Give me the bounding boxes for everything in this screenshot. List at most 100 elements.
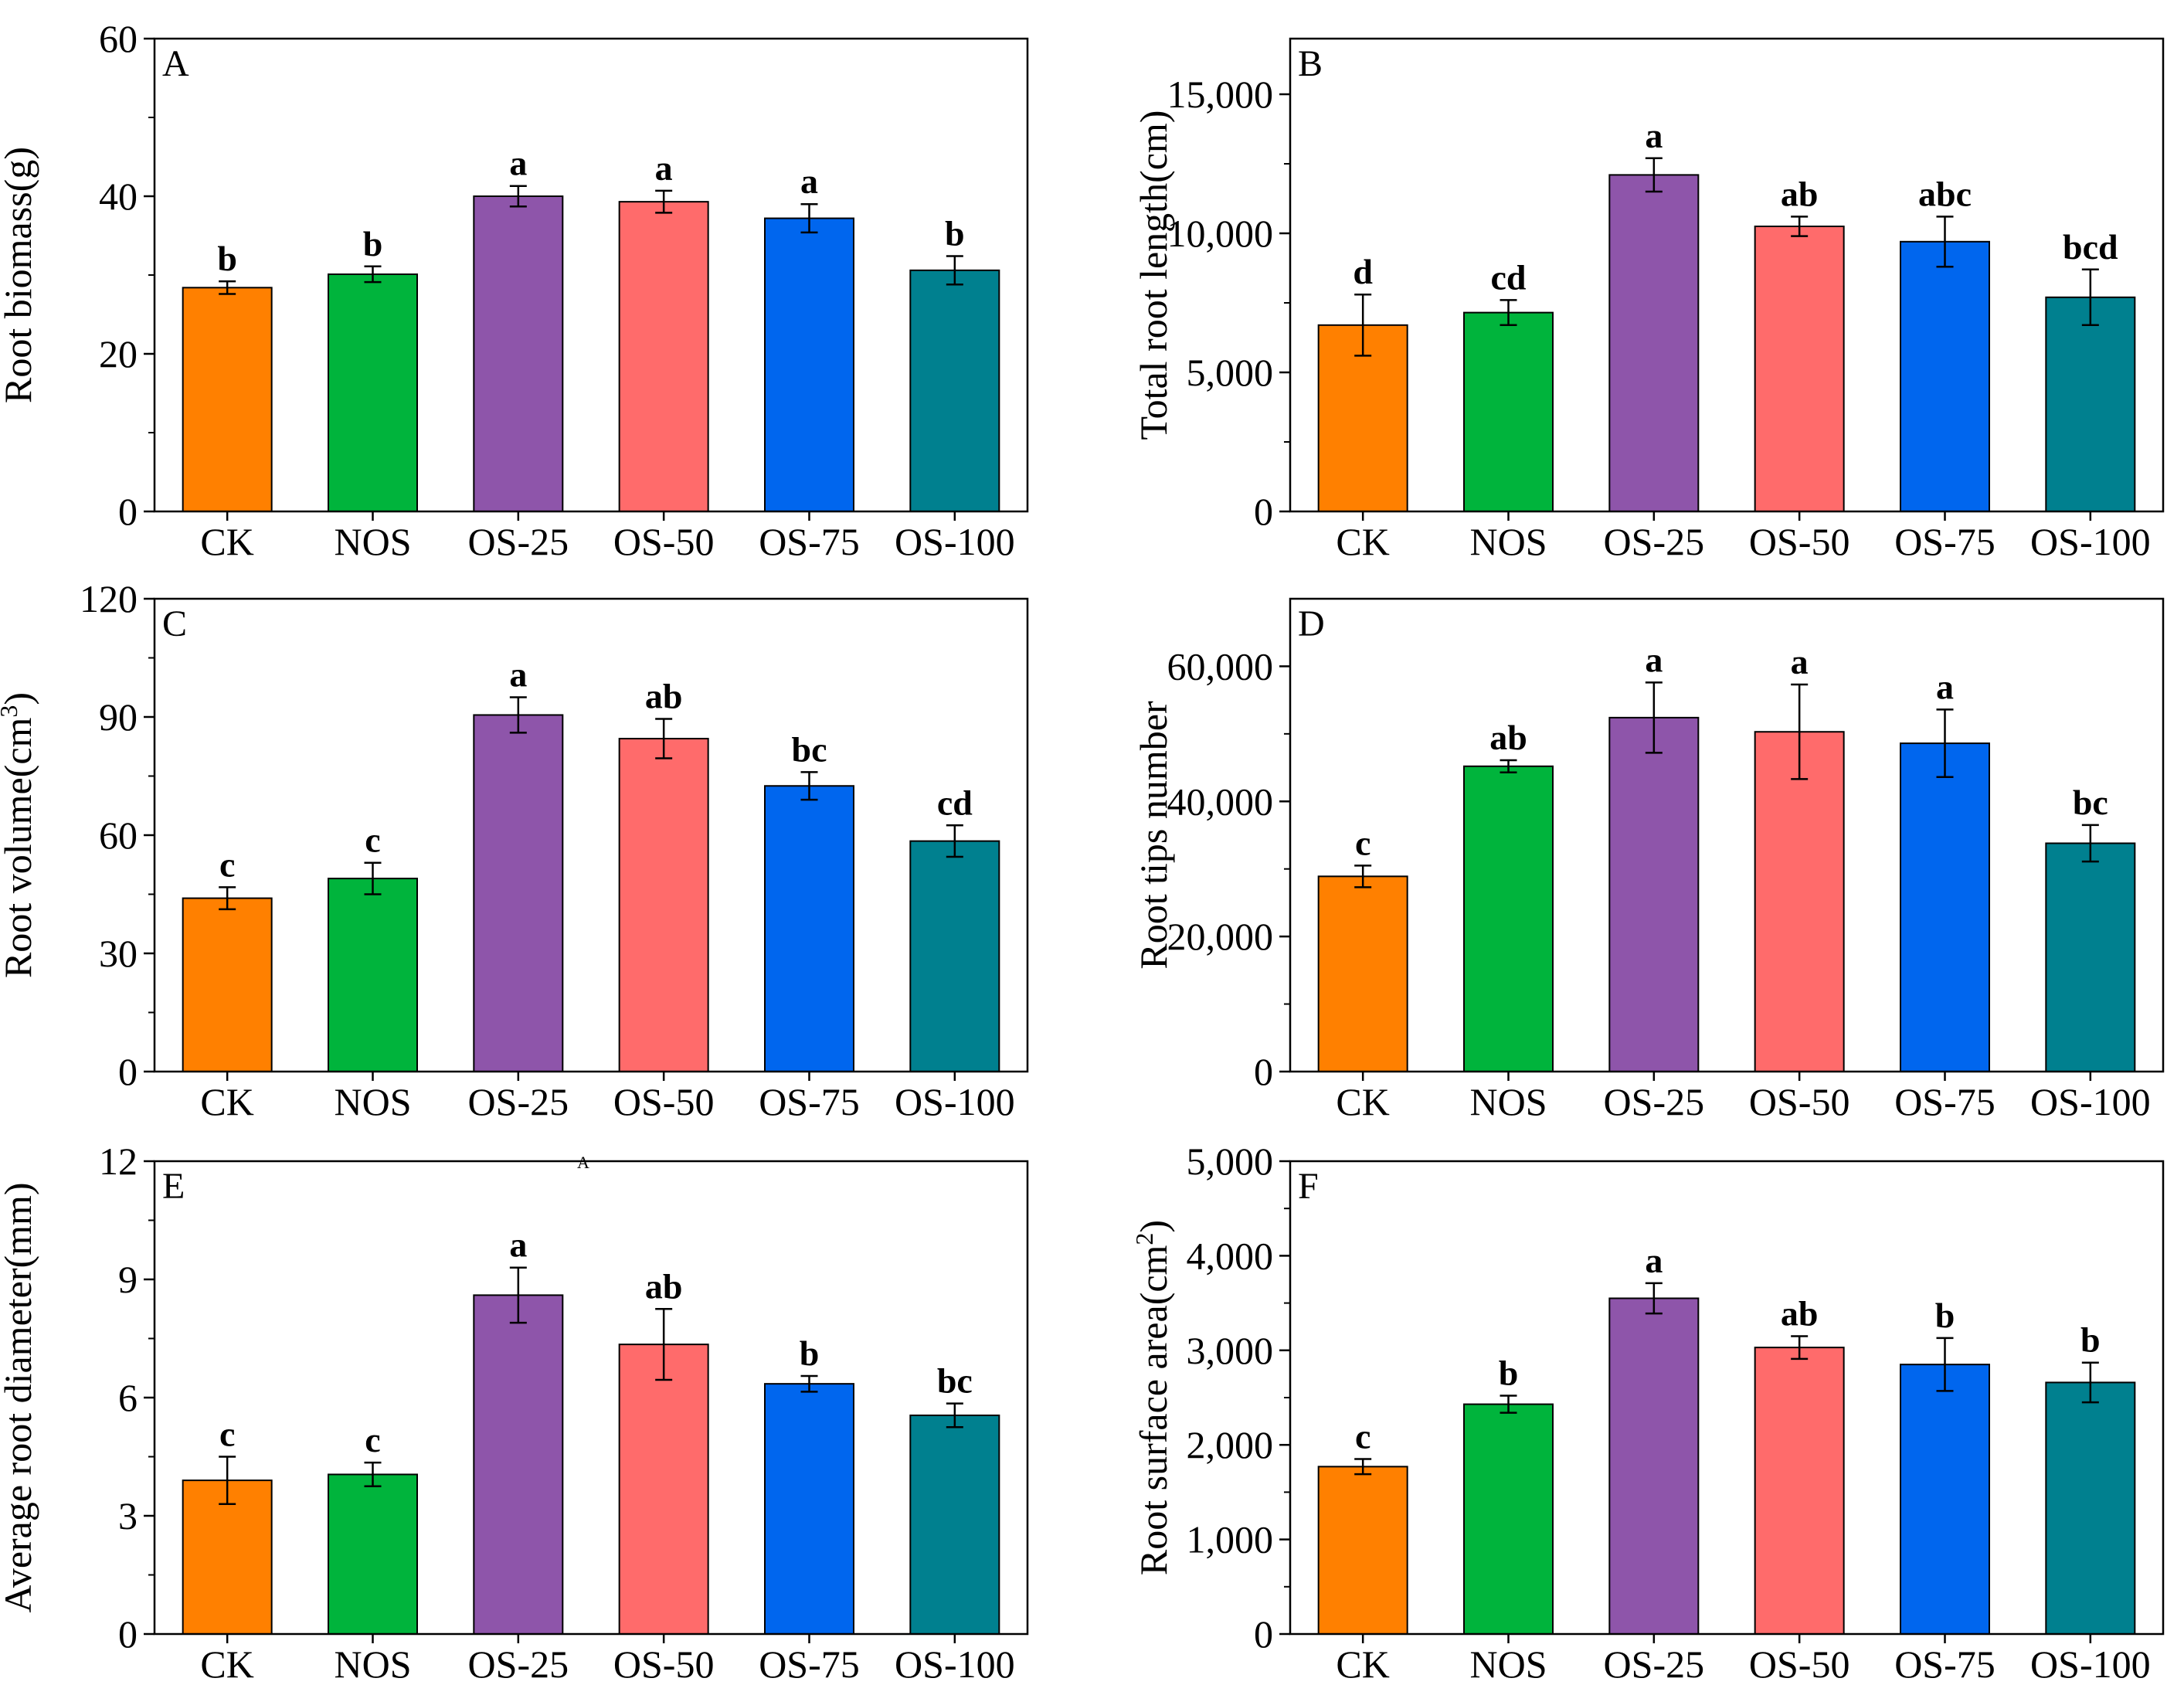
axes-frame (153, 1160, 1029, 1636)
bar-os-100 (2045, 1381, 2136, 1636)
significance-letter: c (1355, 823, 1371, 862)
chart-panel-a: b CK b NOS a OS-25 a OS-50 a OS-75 b OS-100 0 20 40 60 R… (0, 17, 1029, 563)
y-axis-label: Average root diameter(mm) (0, 1182, 39, 1612)
axes-frame (1289, 1160, 2165, 1636)
bar-os-50 (618, 201, 709, 512)
significance-letter: b (800, 1333, 820, 1373)
x-tick-label: OS-25 (468, 520, 569, 563)
y-tick-label: 90 (99, 695, 138, 739)
y-axis-label-text: Root surface area(cm (1132, 1245, 1175, 1575)
chart-panel-f: c CK b NOS a OS-25 ab OS-50 b OS-75 b OS-100 0 1,000 2… (1130, 1140, 2165, 1686)
significance-letter: b (2080, 1320, 2101, 1360)
significance-letter: a (509, 144, 527, 183)
y-tick-label: 40,000 (1167, 780, 1274, 823)
y-tick-label: 0 (118, 1612, 138, 1656)
significance-letter: a (655, 148, 673, 188)
stray-caret-mark: A (577, 1153, 589, 1172)
y-tick-label: 60 (99, 17, 138, 60)
x-tick-label: OS-75 (759, 1080, 860, 1123)
bar-os-25 (473, 714, 564, 1072)
significance-letter: ab (1781, 1293, 1819, 1333)
significance-letter: b (945, 214, 965, 253)
bar-os-100 (2045, 842, 2136, 1073)
x-tick-label: OS-50 (613, 1643, 715, 1686)
significance-letter: ab (645, 1266, 683, 1306)
y-tick-label: 30 (99, 932, 138, 975)
x-tick-label: OS-50 (613, 1080, 715, 1123)
significance-letter: a (1936, 667, 1954, 706)
axes-frame (153, 597, 1029, 1073)
significance-letter: d (1353, 252, 1373, 291)
chart-panel-d: c CK ab NOS a OS-25 a OS-50 a OS-75 bc OS-100 0 20,00… (1132, 597, 2165, 1123)
x-tick-label: NOS (334, 1643, 411, 1686)
x-tick-label: OS-75 (1894, 1080, 1995, 1123)
panel-letter: E (162, 1166, 185, 1207)
bar-ck (182, 1479, 273, 1635)
y-tick-label: 40 (99, 175, 138, 218)
x-tick-label: OS-25 (1604, 520, 1705, 563)
significance-letter: c (365, 1420, 380, 1459)
x-tick-label: CK (1336, 1080, 1389, 1123)
x-tick-label: NOS (1469, 1080, 1547, 1123)
bar-os-75 (764, 1383, 854, 1636)
panel-letter: C (162, 603, 187, 644)
bar-os-75 (1900, 240, 1990, 512)
chart-panel-b: d CK cd NOS a OS-25 ab OS-50 abc OS-75 bcd OS-100 0 5… (1132, 37, 2165, 563)
bar-os-75 (1900, 742, 1990, 1073)
x-tick-label: OS-100 (895, 1080, 1015, 1123)
bar-os-100 (2045, 296, 2136, 512)
x-tick-label: NOS (334, 520, 411, 563)
x-tick-label: OS-75 (1894, 520, 1995, 563)
y-tick-label: 120 (80, 577, 138, 620)
y-tick-label: 20,000 (1167, 915, 1274, 958)
bar-os-25 (473, 1294, 564, 1636)
significance-letter: abc (1918, 174, 1972, 213)
y-tick-label: 3 (118, 1494, 138, 1537)
significance-letter: b (363, 224, 383, 263)
x-tick-label: OS-50 (613, 520, 715, 563)
significance-letter: a (800, 161, 818, 201)
x-tick-label: CK (200, 1080, 253, 1123)
x-tick-label: OS-75 (759, 520, 860, 563)
significance-letter: c (219, 1415, 235, 1454)
chart-panel-e: c CK c NOS a OS-25 ab OS-50 b OS-75 bc OS-100 0 3 6 9 12… (0, 1140, 1029, 1686)
y-tick-label: 0 (1254, 1050, 1273, 1093)
bar-os-50 (1754, 731, 1845, 1073)
y-axis-label: Total root length(cm) (1132, 110, 1175, 440)
bar-nos (1463, 765, 1554, 1073)
x-tick-label: OS-25 (468, 1643, 569, 1686)
y-tick-label: 5,000 (1187, 1140, 1274, 1183)
significance-letter: b (1499, 1354, 1519, 1393)
significance-letter: c (365, 820, 380, 860)
x-tick-label: OS-100 (2030, 1643, 2151, 1686)
y-axis-label-tail: ) (1132, 1220, 1175, 1233)
y-axis-label-text: Average root diameter(mm) (0, 1182, 39, 1612)
y-axis-label-text: Root biomass(g) (0, 147, 39, 403)
y-axis-label-text: Root tips number (1132, 701, 1175, 970)
bar-os-75 (764, 217, 854, 512)
y-tick-label: 15,000 (1167, 73, 1274, 116)
panel-letter: D (1298, 603, 1325, 644)
bar-os-50 (618, 1344, 709, 1636)
x-tick-label: CK (200, 520, 253, 563)
bar-nos (1463, 311, 1554, 512)
significance-letter: bc (2073, 783, 2108, 822)
y-axis-label: Root surface area(cm2) (1130, 1220, 1175, 1575)
y-axis-label: Root tips number (1132, 701, 1175, 970)
y-tick-label: 60 (99, 814, 138, 857)
axes-frame (153, 37, 1029, 513)
y-tick-label: 20 (99, 332, 138, 375)
y-axis-label-text: Total root length(cm) (1132, 110, 1175, 440)
x-tick-label: OS-100 (2030, 520, 2151, 563)
y-tick-label: 0 (1254, 490, 1273, 533)
x-tick-label: OS-25 (468, 1080, 569, 1123)
bar-os-25 (1608, 716, 1700, 1072)
x-tick-label: CK (1336, 520, 1389, 563)
significance-letter: ab (645, 677, 683, 716)
x-tick-label: NOS (1469, 520, 1547, 563)
x-tick-label: OS-50 (1749, 520, 1850, 563)
bar-os-100 (909, 1414, 1000, 1635)
bar-os-100 (909, 840, 1000, 1073)
bar-nos (1463, 1403, 1554, 1635)
x-tick-label: NOS (334, 1080, 411, 1123)
